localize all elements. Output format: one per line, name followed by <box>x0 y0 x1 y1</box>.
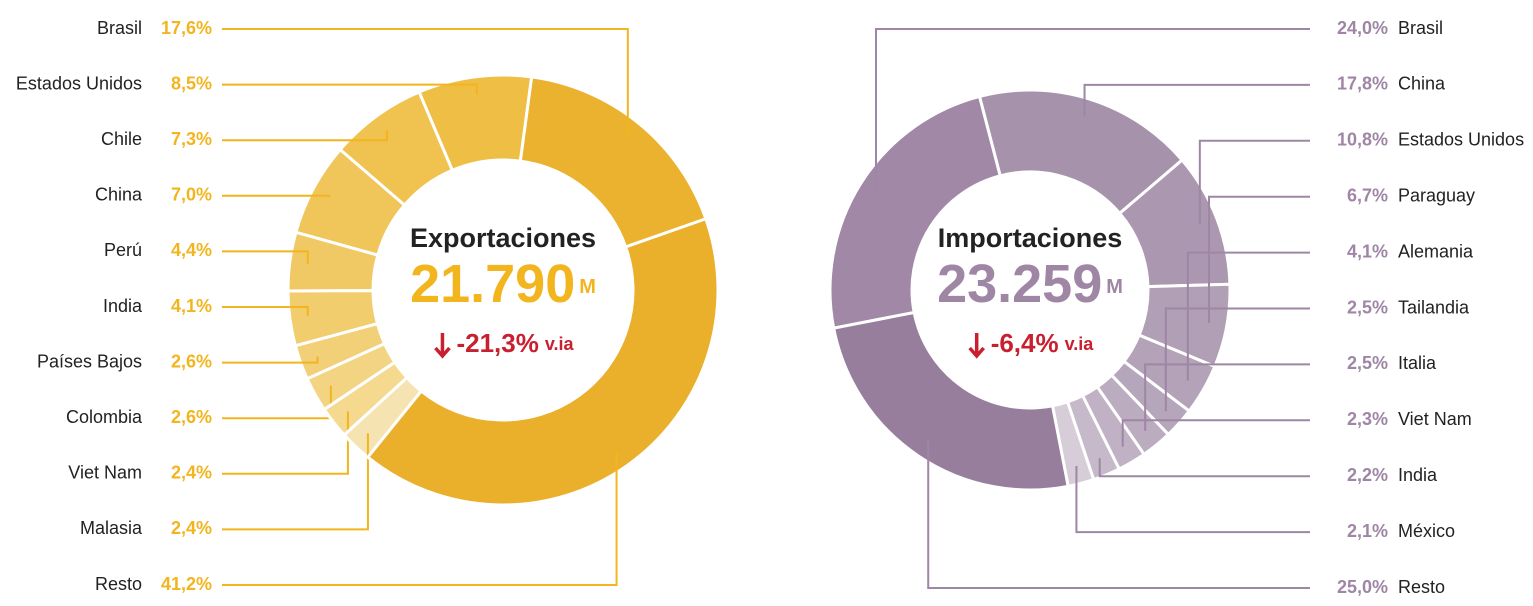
value-label: 2,6% <box>171 351 212 371</box>
value-label: 4,1% <box>171 296 212 316</box>
value-label: 4,1% <box>1347 241 1388 261</box>
category-label: India <box>103 296 143 316</box>
slice <box>293 321 387 381</box>
value-label: 2,2% <box>1347 465 1388 485</box>
change-value: -21,3% <box>456 328 538 358</box>
change-value: -6,4% <box>991 328 1059 358</box>
category-label: Italia <box>1398 353 1437 373</box>
slice <box>365 216 720 507</box>
category-label: Viet Nam <box>1398 409 1472 429</box>
category-label: Malasia <box>80 518 143 538</box>
center-title: Exportaciones <box>410 223 596 253</box>
total-unit: M <box>579 276 596 298</box>
value-label: 25,0% <box>1337 577 1388 597</box>
value-label: 2,5% <box>1347 297 1388 317</box>
leader-line <box>1075 465 1310 534</box>
value-label: 2,6% <box>171 407 212 427</box>
leader-line <box>1121 419 1310 447</box>
total-unit: M <box>1106 276 1123 298</box>
slice <box>286 289 380 348</box>
center-total: 23.259 M <box>937 254 1123 314</box>
value-label: 10,8% <box>1337 130 1388 150</box>
value-label: 17,6% <box>161 18 212 38</box>
change-arrow <box>968 333 986 359</box>
leader-line <box>222 411 349 475</box>
leader-line <box>222 83 478 95</box>
leader-line <box>222 450 618 586</box>
slice <box>417 73 534 173</box>
leader-line <box>1207 195 1310 323</box>
category-label: Estados Unidos <box>16 73 142 93</box>
category-label: Países Bajos <box>37 351 142 371</box>
category-label: Paraguay <box>1398 185 1475 205</box>
value-label: 6,7% <box>1347 185 1388 205</box>
value-label: 7,0% <box>171 185 212 205</box>
category-label: Tailandia <box>1398 297 1470 317</box>
slice <box>342 375 424 460</box>
value-label: 2,5% <box>1347 353 1388 373</box>
leader-line <box>222 356 319 364</box>
slice <box>828 94 1003 330</box>
category-label: Alemania <box>1398 241 1474 261</box>
leader-line <box>1098 458 1310 478</box>
leader-line <box>222 250 309 264</box>
leader-line <box>222 194 331 198</box>
value-label: 24,0% <box>1337 18 1388 38</box>
value-label: 2,4% <box>171 518 212 538</box>
change-suffix: v.ia <box>545 334 575 354</box>
center-total: 21.790 M <box>410 254 596 314</box>
total-value: 21.790 <box>410 254 575 314</box>
leader-line <box>1186 251 1310 381</box>
center-change: -6,4% v.ia <box>991 328 1095 358</box>
leader-line <box>222 306 309 317</box>
slice <box>294 147 407 257</box>
leader-line <box>1164 307 1310 412</box>
center-title: Importaciones <box>938 223 1123 253</box>
category-label: China <box>1398 74 1446 94</box>
value-label: 2,4% <box>171 463 212 483</box>
category-label: Resto <box>1398 577 1445 597</box>
total-value: 23.259 <box>937 254 1102 314</box>
category-label: Estados Unidos <box>1398 130 1524 150</box>
value-label: 8,5% <box>171 73 212 93</box>
slice <box>286 230 380 293</box>
leader-line <box>1144 363 1310 431</box>
category-label: Brasil <box>97 18 142 38</box>
slice <box>305 341 398 412</box>
value-label: 17,8% <box>1337 74 1388 94</box>
value-label: 41,2% <box>161 574 212 594</box>
leader-line <box>1198 139 1310 225</box>
value-label: 2,3% <box>1347 409 1388 429</box>
slice <box>322 360 410 438</box>
slice <box>831 310 1070 492</box>
value-label: 7,3% <box>171 129 212 149</box>
change-suffix: v.ia <box>1065 334 1095 354</box>
slice <box>338 90 455 208</box>
category-label: Resto <box>95 574 142 594</box>
value-label: 4,4% <box>171 240 212 260</box>
leader-line <box>1083 83 1310 117</box>
slice <box>518 75 709 250</box>
leader-line <box>874 28 1310 194</box>
leader-line <box>222 433 369 531</box>
category-label: India <box>1398 465 1438 485</box>
category-label: China <box>95 185 143 205</box>
category-label: Perú <box>104 240 142 260</box>
value-label: 2,1% <box>1347 521 1388 541</box>
leader-line <box>222 130 388 142</box>
category-label: México <box>1398 521 1455 541</box>
category-label: Brasil <box>1398 18 1443 38</box>
change-arrow <box>434 333 451 359</box>
center-change: -21,3% v.ia <box>456 328 574 358</box>
category-label: Colombia <box>66 407 143 427</box>
category-label: Viet Nam <box>68 463 142 483</box>
category-label: Chile <box>101 129 142 149</box>
leader-line <box>222 28 629 138</box>
leader-line <box>927 440 1310 589</box>
